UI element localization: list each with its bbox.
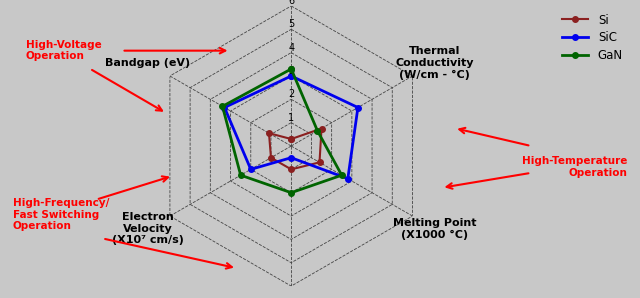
Text: 6: 6 xyxy=(288,0,294,6)
Text: 4: 4 xyxy=(288,43,294,53)
Text: 2: 2 xyxy=(288,89,294,99)
Text: High-Temperature
Operation: High-Temperature Operation xyxy=(522,156,627,178)
Text: 3: 3 xyxy=(288,66,294,76)
Text: 1: 1 xyxy=(288,113,294,123)
Text: High-Voltage
Operation: High-Voltage Operation xyxy=(26,40,101,61)
Text: High-Frequency/
Fast Switching
Operation: High-Frequency/ Fast Switching Operation xyxy=(13,198,109,231)
Text: 5: 5 xyxy=(288,19,294,29)
Legend: Si, SiC, GaN: Si, SiC, GaN xyxy=(557,9,628,67)
